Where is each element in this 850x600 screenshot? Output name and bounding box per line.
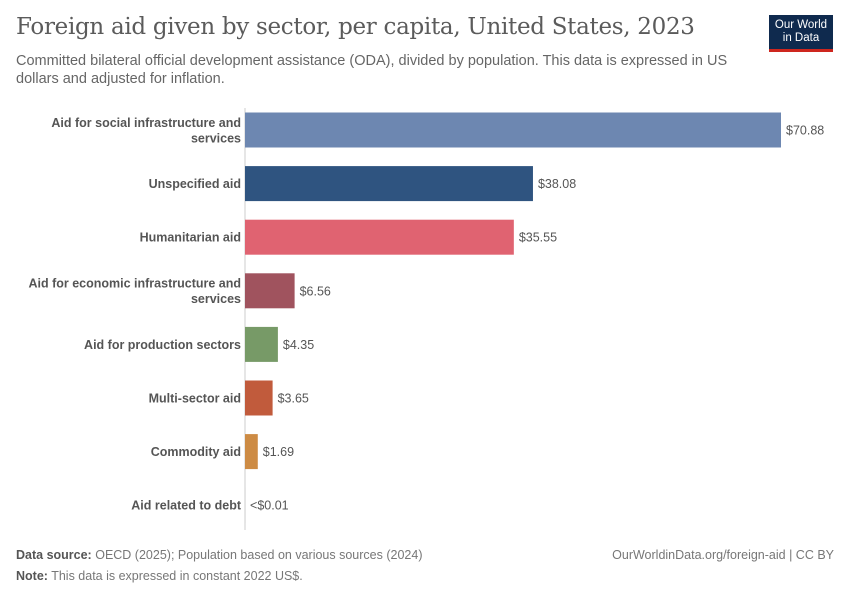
category-label: Unspecified aid	[149, 177, 241, 191]
category-label: Humanitarian aid	[140, 231, 241, 245]
bar[interactable]	[245, 326, 278, 362]
category-label: Aid for production sectors	[84, 338, 241, 352]
logo-line-1: Our World	[774, 19, 828, 31]
bar[interactable]	[245, 166, 533, 202]
value-label: $4.35	[283, 338, 314, 352]
owid-logo[interactable]: Our World in Data	[769, 15, 833, 52]
value-label: $3.65	[278, 392, 309, 406]
bar[interactable]	[245, 112, 781, 148]
category-label: Aid for social infrastructure and	[51, 116, 241, 130]
value-label: $38.08	[538, 177, 576, 191]
category-label: Commodity aid	[151, 445, 241, 459]
category-label: Aid related to debt	[131, 499, 242, 513]
data-source: Data source: OECD (2025); Population bas…	[16, 548, 422, 562]
chart-title: Foreign aid given by sector, per capita,…	[16, 14, 695, 40]
value-label: $70.88	[786, 124, 824, 138]
bar[interactable]	[245, 380, 273, 416]
note-text: This data is expressed in constant 2022 …	[51, 569, 303, 583]
chart-subtitle: Committed bilateral official development…	[16, 53, 728, 87]
category-label: services	[191, 292, 241, 306]
value-label: $35.55	[519, 231, 557, 245]
category-label: Aid for economic infrastructure and	[28, 277, 241, 291]
note-label: Note:	[16, 569, 48, 583]
source-label: Data source:	[16, 548, 92, 562]
value-label: <$0.01	[250, 499, 289, 513]
category-label: services	[191, 131, 241, 145]
logo-line-2: in Data	[782, 32, 820, 44]
bar[interactable]	[245, 219, 514, 255]
value-label: $6.56	[300, 284, 331, 298]
bar[interactable]	[245, 434, 258, 470]
note: Note: This data is expressed in constant…	[16, 569, 303, 583]
category-label: Multi-sector aid	[149, 392, 241, 406]
source-text[interactable]: OECD (2025); Population based on various…	[95, 548, 423, 562]
bar[interactable]	[245, 273, 295, 309]
source-url[interactable]: OurWorldinData.org/foreign-aid | CC BY	[612, 548, 834, 562]
value-label: $1.69	[263, 445, 294, 459]
